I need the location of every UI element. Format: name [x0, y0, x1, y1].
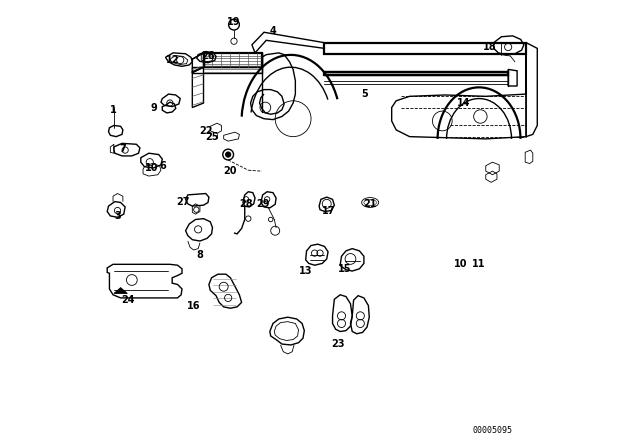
Circle shape: [228, 19, 239, 30]
Text: 12: 12: [166, 56, 180, 65]
Text: 16: 16: [187, 301, 200, 310]
Text: 13: 13: [299, 266, 312, 276]
Circle shape: [225, 152, 231, 157]
Text: 22: 22: [200, 126, 213, 136]
Text: 19: 19: [227, 17, 241, 27]
Text: 29: 29: [256, 199, 269, 209]
Text: 15: 15: [338, 264, 351, 274]
Circle shape: [223, 149, 234, 160]
Text: 10: 10: [454, 259, 468, 269]
Text: 5: 5: [362, 89, 368, 99]
Text: 4: 4: [269, 26, 276, 36]
Text: 18: 18: [483, 42, 497, 52]
Text: 21: 21: [364, 199, 377, 209]
Text: 11: 11: [472, 259, 486, 269]
Polygon shape: [324, 72, 508, 75]
Text: 1: 1: [109, 105, 116, 115]
Text: 6: 6: [159, 161, 166, 171]
Text: 24: 24: [122, 295, 135, 305]
Text: 3: 3: [114, 211, 121, 221]
Text: 23: 23: [331, 339, 345, 349]
Text: 20: 20: [223, 166, 237, 176]
Text: 7: 7: [120, 144, 126, 154]
Text: 28: 28: [240, 199, 253, 209]
Polygon shape: [114, 288, 127, 293]
Text: 14: 14: [456, 98, 470, 108]
Text: 27: 27: [177, 198, 190, 207]
Text: 26: 26: [201, 51, 215, 61]
Text: 9: 9: [151, 103, 157, 112]
Text: 8: 8: [196, 250, 204, 260]
Text: 17: 17: [322, 206, 336, 215]
Text: 00005095: 00005095: [472, 426, 513, 435]
Text: 25: 25: [205, 132, 218, 142]
Text: 10: 10: [145, 163, 159, 173]
